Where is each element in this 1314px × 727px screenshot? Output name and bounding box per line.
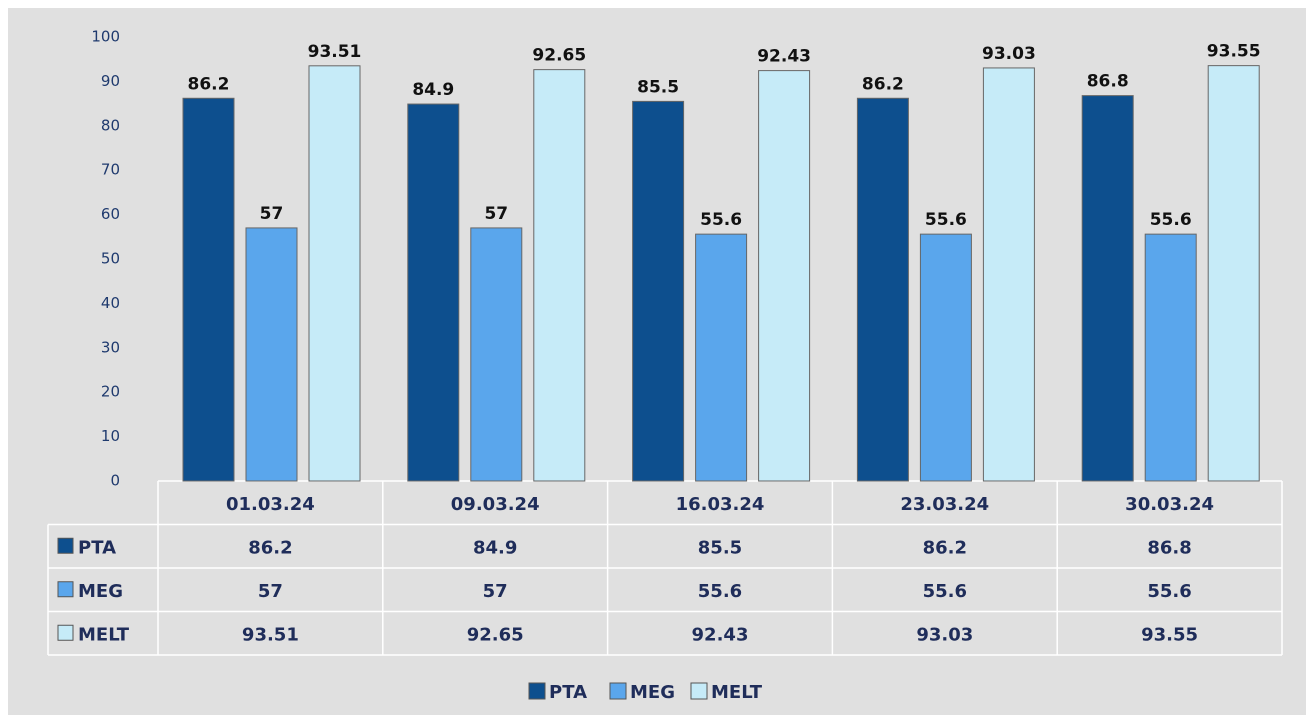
bar [533,69,586,482]
y-tick-label: 20 [101,383,120,401]
table-cell: 55.6 [698,581,742,602]
table-cell: 84.9 [473,537,517,558]
bar [245,227,298,482]
legend-label: MEG [630,682,675,703]
y-tick-label: 10 [101,427,120,445]
table-cell: 92.65 [467,624,524,645]
data-label: 84.9 [412,80,454,100]
table-cell: 86.8 [1147,537,1191,558]
data-label: 86.2 [862,74,904,94]
table-cell: 86.2 [923,537,967,558]
table-cell: 57 [258,581,283,602]
legend-key [528,682,546,700]
y-tick-label: 30 [101,338,120,356]
bar [632,100,685,482]
legend-label: PTA [549,682,587,703]
bar [470,227,523,482]
x-tick-label: 30.03.24 [1125,494,1214,515]
legend-label: MELT [711,682,763,703]
bar [695,233,748,482]
table-cell: 93.03 [916,624,973,645]
data-label: 57 [260,204,284,224]
table-legend-key [57,537,74,554]
x-tick-label: 01.03.24 [226,494,315,515]
bar [982,67,1035,482]
data-label: 85.5 [637,77,679,97]
table-cell: 55.6 [1147,581,1191,602]
bar [182,97,235,482]
table-cell: 85.5 [698,537,742,558]
y-tick-label: 50 [101,250,120,268]
legend-key [609,682,627,700]
legend-key [690,682,708,700]
y-tick-label: 60 [101,205,120,223]
table-series-name: MELT [78,624,130,645]
data-label: 93.03 [982,44,1036,64]
table-series-name: MEG [78,581,123,602]
x-tick-label: 09.03.24 [451,494,540,515]
bar [856,97,909,482]
bar [758,70,811,482]
bar [1081,95,1134,482]
y-tick-label: 0 [110,472,120,490]
table-cell: 57 [483,581,508,602]
bar [1144,233,1197,482]
table-cell: 93.51 [242,624,299,645]
bar [1207,65,1260,482]
table-cell: 93.55 [1141,624,1198,645]
bar [407,103,460,482]
data-label: 93.55 [1207,42,1261,62]
table-cell: 92.43 [692,624,749,645]
data-label: 55.6 [700,210,742,230]
data-label: 86.2 [188,74,230,94]
data-label: 86.8 [1087,72,1129,92]
table-series-name: PTA [78,537,116,558]
y-tick-label: 70 [101,161,120,179]
table-legend-key [57,624,74,641]
table-cell: 55.6 [923,581,967,602]
y-tick-label: 90 [101,72,120,90]
x-tick-label: 23.03.24 [900,494,989,515]
data-label: 92.43 [757,47,811,67]
table-legend-key [57,581,74,598]
y-tick-label: 80 [101,116,120,134]
y-tick-label: 100 [91,28,120,46]
bar [919,233,972,482]
table-cell: 86.2 [248,537,292,558]
data-label: 92.65 [532,46,586,66]
data-label: 55.6 [925,210,967,230]
x-tick-label: 16.03.24 [676,494,765,515]
data-label: 93.51 [308,42,362,62]
bar [308,65,361,482]
y-tick-label: 40 [101,294,120,312]
data-label: 55.6 [1150,210,1192,230]
data-label: 57 [484,204,508,224]
